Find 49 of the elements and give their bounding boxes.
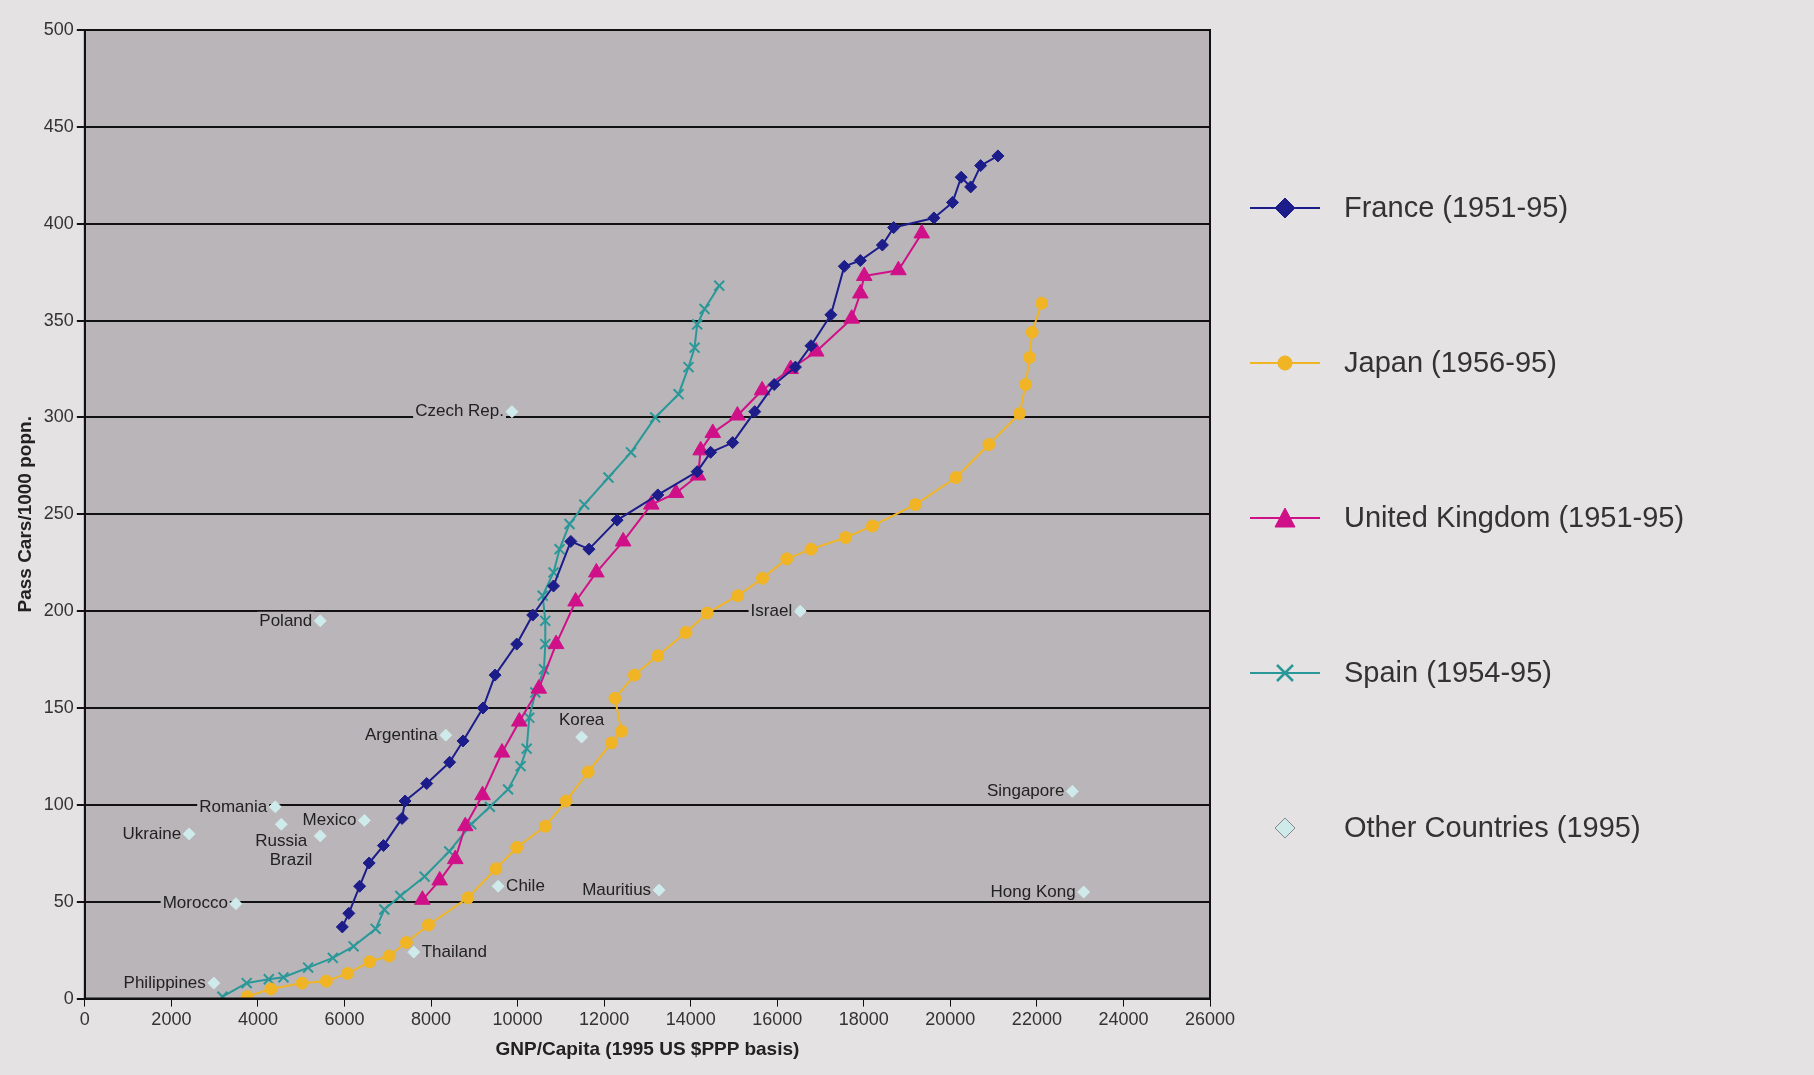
x-tick-label: 2000: [151, 1009, 192, 1030]
x-tick-label: 22000: [1011, 1009, 1062, 1030]
annotation: Hong Kong: [990, 881, 1076, 901]
annotation: Morocco: [162, 893, 228, 913]
x-tick-label: 0: [79, 1009, 90, 1030]
y-tick-label: 0: [63, 987, 74, 1008]
annotation: Korea: [558, 709, 605, 729]
annotation: Ukraine: [122, 823, 182, 843]
annotation: Mauritius: [582, 879, 652, 899]
x-tick-label: 14000: [665, 1009, 716, 1030]
annotation: Mexico: [302, 810, 357, 830]
legend-label: Other Countries (1995): [1344, 811, 1641, 844]
annotation: Singapore: [986, 781, 1065, 801]
legend-label: Japan (1956-95): [1344, 346, 1557, 379]
legend-label: United Kingdom (1951-95): [1344, 501, 1685, 534]
y-axis-title: Pass Cars/1000 popn.: [13, 416, 35, 613]
y-tick-label: 100: [43, 793, 74, 814]
annotation: Czech Rep.: [415, 401, 504, 421]
x-tick-label: 24000: [1098, 1009, 1149, 1030]
legend-label: Spain (1954-95): [1344, 656, 1552, 689]
annotation: Chile: [506, 875, 545, 895]
y-tick-label: 350: [43, 309, 74, 330]
annotation: Thailand: [421, 941, 487, 961]
y-tick-label: 500: [43, 18, 74, 39]
annotation: Russia: [255, 830, 308, 850]
x-tick-label: 16000: [752, 1009, 803, 1030]
x-axis-title: GNP/Capita (1995 US $PPP basis): [495, 1037, 800, 1059]
y-tick-label: 400: [43, 212, 74, 233]
x-tick-label: 18000: [838, 1009, 889, 1030]
y-tick-label: 250: [43, 503, 74, 524]
x-tick-label: 26000: [1184, 1009, 1236, 1030]
x-tick-label: 8000: [411, 1009, 452, 1030]
y-tick-label: 300: [43, 406, 74, 427]
y-tick-label: 450: [43, 115, 74, 136]
legend-label: France (1951-95): [1344, 191, 1569, 224]
x-tick-label: 4000: [237, 1009, 278, 1030]
y-tick-label: 50: [53, 890, 74, 911]
y-tick-label: 200: [43, 600, 74, 621]
y-tick-label: 150: [43, 696, 74, 717]
x-tick-label: 6000: [324, 1009, 365, 1030]
annotation: Romania: [199, 796, 268, 816]
annotation: Brazil: [269, 849, 313, 869]
x-tick-label: 10000: [492, 1009, 543, 1030]
x-tick-label: 12000: [579, 1009, 630, 1030]
annotation: Philippines: [123, 972, 206, 992]
annotation: Argentina: [364, 724, 439, 744]
annotation: Israel: [750, 600, 793, 620]
annotation: Poland: [259, 610, 313, 630]
x-tick-label: 20000: [925, 1009, 976, 1030]
